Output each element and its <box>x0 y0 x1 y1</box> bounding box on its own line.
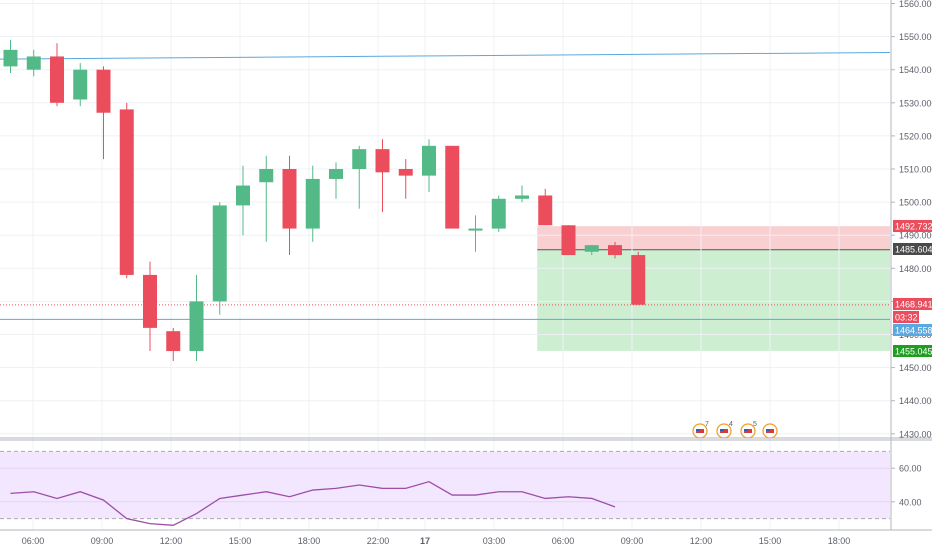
candle-body[interactable] <box>96 69 111 113</box>
price-badge <box>893 324 932 336</box>
candle-body[interactable] <box>445 145 460 229</box>
price-tick-label: 1560.000 <box>899 0 932 9</box>
candle-body[interactable] <box>538 195 553 226</box>
rsi-tick-label: 60.00 <box>899 464 922 474</box>
price-tick-label: 1520.000 <box>899 131 932 141</box>
candle-body[interactable] <box>398 169 413 176</box>
candle-body[interactable] <box>212 205 227 302</box>
price-badge-label: 1468.941 <box>895 300 932 310</box>
event-flag-icon[interactable]: 4 <box>716 421 733 439</box>
candle-body[interactable] <box>3 49 18 67</box>
candle-body[interactable] <box>515 195 529 199</box>
rsi-tick-label: 40.00 <box>899 497 922 507</box>
candle-body[interactable] <box>73 69 88 100</box>
price-tick-label: 1510.000 <box>899 165 932 175</box>
horizontal-line[interactable] <box>0 51 891 60</box>
event-flag-icon[interactable]: 7 <box>692 421 709 439</box>
candle-body[interactable] <box>352 149 367 169</box>
candle-body[interactable] <box>329 169 343 179</box>
event-count: 4 <box>729 421 733 428</box>
price-badge-label: 1464.558 <box>895 326 932 336</box>
candle-body[interactable] <box>422 145 436 176</box>
price-badge <box>893 243 932 255</box>
event-flag-icon[interactable]: 5 <box>740 421 757 439</box>
price-tick-label: 1430.000 <box>899 429 932 439</box>
event-flag-icon[interactable] <box>762 423 778 439</box>
candle-body[interactable] <box>491 198 506 229</box>
candle-body[interactable] <box>468 228 483 231</box>
price-tick-label: 1530.000 <box>899 98 932 108</box>
take-profit-zone[interactable] <box>537 249 890 351</box>
price-tick-label: 1440.000 <box>899 396 932 406</box>
time-tick-label: 12:00 <box>160 536 183 546</box>
time-tick-label: 15:00 <box>229 536 252 546</box>
candle-body[interactable] <box>375 149 390 173</box>
rsi-band <box>0 451 890 519</box>
time-tick-label: 06:00 <box>552 536 575 546</box>
price-tick-label: 1490.000 <box>899 231 932 241</box>
price-badge <box>893 220 932 232</box>
candle-body[interactable] <box>259 169 274 183</box>
time-tick-label: 03:00 <box>483 536 506 546</box>
event-flag-canton <box>696 429 700 431</box>
candle-body[interactable] <box>189 301 204 352</box>
time-tick-label: 15:00 <box>759 536 782 546</box>
candle-body[interactable] <box>119 109 134 275</box>
rsi-line[interactable] <box>10 480 616 526</box>
price-badge <box>893 298 932 310</box>
price-badge <box>893 345 932 357</box>
candle-body[interactable] <box>143 274 157 328</box>
candle-body[interactable] <box>561 225 576 256</box>
price-badge <box>893 311 919 323</box>
price-tick-label: 1550.000 <box>899 32 932 42</box>
candle-body[interactable] <box>584 245 599 252</box>
event-flag-canton <box>744 429 748 431</box>
price-tick-label: 1480.000 <box>899 264 932 274</box>
stop-loss-zone[interactable] <box>537 226 890 250</box>
price-badge-label: 03:32 <box>895 313 918 323</box>
time-tick-label: 22:00 <box>367 536 390 546</box>
price-badge-label: 1485.604 <box>895 245 932 255</box>
candle-body[interactable] <box>305 178 320 229</box>
candle-body[interactable] <box>50 56 64 103</box>
price-tick-label: 1450.000 <box>899 363 932 373</box>
candle-body[interactable] <box>282 169 297 229</box>
price-badge-label: 1455.045 <box>895 347 932 357</box>
time-tick-label: 18:00 <box>298 536 321 546</box>
time-tick-label: 12:00 <box>690 536 713 546</box>
time-tick-label: 06:00 <box>22 536 45 546</box>
event-flag-canton <box>720 429 724 431</box>
price-badge-label: 1492.732 <box>895 222 932 232</box>
candle-body[interactable] <box>608 245 622 256</box>
time-tick-label: 09:00 <box>621 536 644 546</box>
candle-body[interactable] <box>631 255 646 305</box>
event-count: 5 <box>753 421 757 428</box>
time-tick-label: 17 <box>420 536 430 546</box>
candle-body[interactable] <box>236 185 250 206</box>
price-tick-label: 1500.000 <box>899 198 932 208</box>
time-tick-label: 18:00 <box>828 536 851 546</box>
time-tick-label: 09:00 <box>91 536 114 546</box>
event-count: 7 <box>705 421 709 428</box>
candle-body[interactable] <box>26 56 41 70</box>
candle-body[interactable] <box>166 331 181 352</box>
price-tick-label: 1540.000 <box>899 65 932 75</box>
event-flag-canton <box>766 429 770 431</box>
